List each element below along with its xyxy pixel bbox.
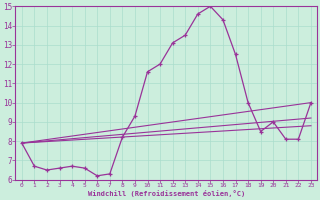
X-axis label: Windchill (Refroidissement éolien,°C): Windchill (Refroidissement éolien,°C) [88,190,245,197]
